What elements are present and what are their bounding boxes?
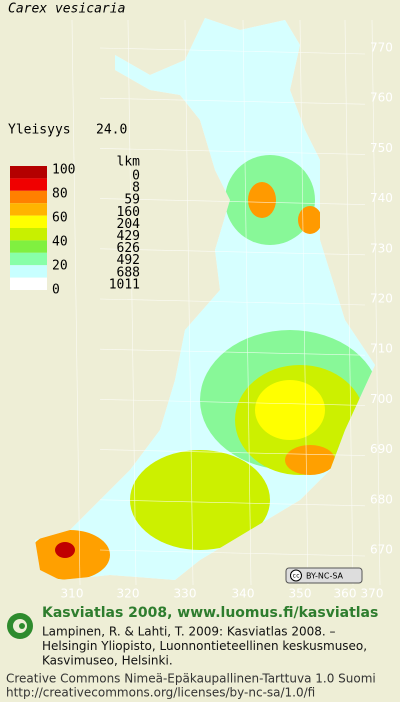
grid-line <box>184 19 194 586</box>
legend-swatch <box>10 190 47 204</box>
grid-line <box>99 449 366 456</box>
legend-swatch <box>10 178 47 191</box>
grid-line <box>99 549 366 557</box>
footer: Lampinen, R. & Lahti, T. 2009: Kasviatla… <box>6 625 376 700</box>
grid-line <box>99 298 366 306</box>
grid-line <box>99 399 366 406</box>
frequency-label: Yleisyys <box>8 123 71 138</box>
legend-count: 626 <box>117 241 140 256</box>
y-grid-label: 720 <box>370 292 393 306</box>
legend-count: 8 <box>132 181 140 196</box>
x-grid-label: 320 <box>117 587 140 601</box>
legend-scale-label: 40 <box>52 235 68 250</box>
legend-count: 0 <box>132 169 140 184</box>
y-grid-label: 680 <box>370 492 393 506</box>
badge-text: BY-NC-SA <box>306 572 344 581</box>
license-line: Creative Commons Nimeä-Epäkaupallinen-Ta… <box>6 672 376 686</box>
y-grid-label: 700 <box>370 392 393 406</box>
legend-count: 160 <box>117 205 140 220</box>
legend-swatch <box>10 277 47 290</box>
legend-count: 688 <box>117 265 140 280</box>
legend-scale-label: 80 <box>52 187 68 202</box>
grid <box>71 19 381 586</box>
y-grid-label: 690 <box>370 442 393 456</box>
legend-swatch <box>10 265 47 278</box>
grid-line <box>99 198 366 205</box>
legend-swatch <box>10 240 47 253</box>
legend-count: 429 <box>117 229 140 244</box>
cc-badge: cc BY-NC-SA <box>285 567 363 584</box>
frequency-value: 24.0 <box>96 123 127 138</box>
legend-swatch <box>10 203 47 216</box>
x-grid-label: 330 <box>174 587 197 601</box>
legend-count: 492 <box>117 253 140 268</box>
logo <box>7 613 33 639</box>
legend-count: 59 <box>124 193 140 208</box>
x-grid-label: 340 <box>232 587 255 601</box>
legend-swatch <box>10 166 47 179</box>
grid-line <box>127 19 137 586</box>
grid-line <box>299 19 309 586</box>
grid-line <box>99 499 366 507</box>
y-grid-label: 750 <box>370 141 393 155</box>
grid-line <box>99 348 366 356</box>
y-grid-label: 710 <box>370 342 393 356</box>
grid-line <box>99 148 366 155</box>
y-grid-label: 760 <box>370 91 393 105</box>
legend-count: 204 <box>117 217 141 232</box>
y-grid-label: 730 <box>370 241 393 255</box>
x-grid-label: 350 <box>289 587 312 601</box>
legend-count: 1011 <box>109 277 140 292</box>
grid-line <box>99 47 366 55</box>
y-grid-label: 740 <box>370 191 393 205</box>
legend-scale-label: 20 <box>52 259 68 274</box>
grid-line <box>242 19 252 586</box>
legend-scale-label: 0 <box>52 283 60 298</box>
citation-line: Helsingin Yliopisto, Luonnontieteellinen… <box>42 639 367 653</box>
legend-swatch <box>10 252 47 266</box>
y-grid-label: 770 <box>370 41 393 55</box>
grid-line <box>344 19 354 586</box>
x-grid-label: 360 <box>334 587 357 601</box>
legend-scale-label: 60 <box>52 211 68 226</box>
count-header: lkm <box>117 155 141 170</box>
footer-heading: Kasviatlas 2008, www.luomus.fi/kasviatla… <box>42 605 378 621</box>
y-grid-label: 670 <box>370 543 393 557</box>
grid-line <box>99 97 366 105</box>
legend-swatch <box>10 215 47 228</box>
grid-line <box>99 248 366 256</box>
legend-scale-label: 100 <box>52 163 75 178</box>
grid-line <box>371 19 381 586</box>
citation-line: Lampinen, R. & Lahti, T. 2009: Kasviatla… <box>42 625 336 639</box>
citation-line: Kasvimuseo, Helsinki. <box>42 654 173 668</box>
x-grid-label: 370 <box>361 587 384 601</box>
grid-line <box>71 19 81 586</box>
legend-swatch <box>10 228 47 241</box>
license-line: http://creativecommons.org/licenses/by-n… <box>6 686 315 700</box>
title: Carex vesicaria <box>8 2 125 17</box>
x-grid-label: 310 <box>61 587 84 601</box>
svg-text:cc: cc <box>292 573 300 580</box>
